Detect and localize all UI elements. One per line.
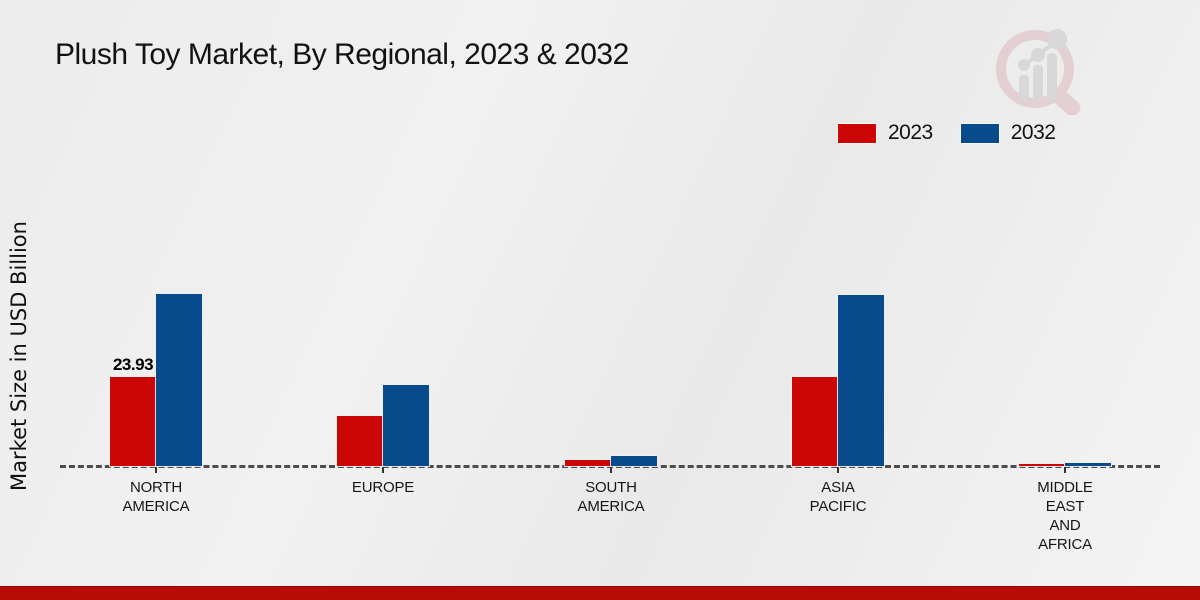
x-axis-tick: [1064, 467, 1066, 473]
category-label-middle-east-and-africa: MIDDLE EAST AND AFRICA: [1037, 479, 1093, 553]
bar-2023-middle-east-and-africa: [1019, 464, 1065, 466]
legend-label-2032: 2032: [1010, 121, 1056, 144]
legend-label-2023: 2023: [888, 121, 933, 144]
legend-swatch-2023: [838, 123, 876, 143]
category-label-south-america: SOUTH AMERICA: [577, 479, 645, 515]
x-axis-tick: [837, 467, 839, 473]
category-label-europe: EUROPE: [351, 479, 415, 496]
legend-swatch-2032: [960, 123, 999, 143]
legend: 2023 2032: [838, 121, 1056, 145]
bar-2032-north-america: [156, 294, 202, 466]
bar-2032-asia-pacific: [838, 295, 884, 466]
footer-accent-band: [0, 586, 1200, 600]
legend-item-2023: 2023: [838, 121, 933, 145]
x-axis-tick: [610, 467, 612, 473]
legend-item-2032: 2032: [960, 121, 1056, 145]
bar-2032-middle-east-and-africa: [1065, 463, 1111, 466]
bar-2023-south-america: [565, 460, 611, 466]
bar-2032-south-america: [611, 456, 657, 466]
bar-value-label: 23.93: [112, 355, 154, 374]
bar-2023-north-america: [110, 377, 156, 466]
chart-title: Plush Toy Market, By Regional, 2023 & 20…: [55, 38, 629, 71]
x-axis-baseline: [60, 465, 1160, 468]
bar-2032-europe: [383, 385, 429, 466]
bar-2023-europe: [337, 416, 383, 466]
category-label-asia-pacific: ASIA PACIFIC: [809, 479, 867, 515]
category-label-north-america: NORTH AMERICA: [122, 479, 190, 515]
bar-2023-asia-pacific: [792, 377, 838, 466]
market-research-magnifier-logo: [996, 29, 1081, 115]
x-axis-tick: [382, 467, 384, 473]
x-axis-tick: [155, 467, 157, 473]
